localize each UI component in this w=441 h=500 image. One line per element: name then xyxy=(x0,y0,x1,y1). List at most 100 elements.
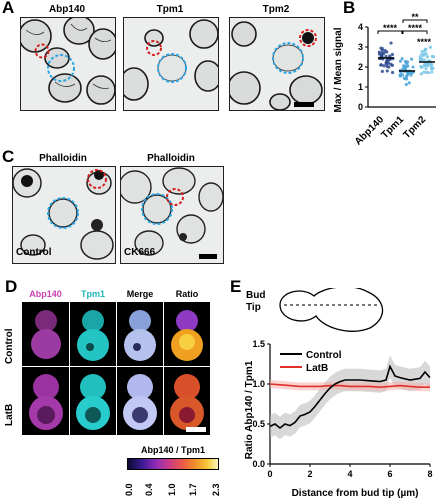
chart-b-point xyxy=(422,63,427,67)
sig-bracket-2 xyxy=(402,30,428,34)
channel-title-ratio: Ratio xyxy=(175,289,199,299)
chart-b-point xyxy=(411,65,415,69)
chart-b-point xyxy=(429,65,434,69)
chart-b-point xyxy=(424,52,428,56)
panel-b-chart: Max / Mean signal 0 1 2 3 4 **** **** ** ***… xyxy=(333,12,436,145)
chart-b-point xyxy=(379,63,383,67)
chart-e-error-band xyxy=(270,355,430,440)
image-latb-ratio xyxy=(164,367,210,435)
chart-b-point xyxy=(379,46,383,50)
chart-b-point xyxy=(421,53,426,58)
sig-3: ** xyxy=(411,12,419,22)
chart-b-ytick-label: 2 xyxy=(358,62,363,72)
chart-b-point xyxy=(390,52,394,57)
yeast-cells-image xyxy=(21,18,115,105)
chart-b-point xyxy=(380,69,384,74)
sig-1: **** xyxy=(383,23,398,33)
condition-label-control: Control xyxy=(16,247,52,258)
image-control-merge xyxy=(117,302,163,366)
chart-b-point xyxy=(401,67,405,71)
micrograph-tpm1 xyxy=(123,17,219,111)
chart-e-xtick-label: 2 xyxy=(307,469,312,479)
chart-e-ytick-label: 1.5 xyxy=(252,339,265,349)
panel-a-title-3: Tpm2 xyxy=(262,4,290,15)
channel-title-merge: Merge xyxy=(126,289,154,299)
chart-b-point xyxy=(377,52,382,56)
chart-e-ytick-label: 0.0 xyxy=(252,459,265,469)
image-control-ratio xyxy=(164,302,210,366)
scale-bar xyxy=(294,102,314,107)
chart-b-point xyxy=(418,58,422,62)
panel-c-title-1: Phalloidin xyxy=(39,153,87,164)
sig-2: **** xyxy=(408,23,423,33)
chart-b-point xyxy=(404,65,408,69)
panel-label-d: D xyxy=(5,277,18,296)
chart-b-point xyxy=(422,70,426,74)
chart-b-point xyxy=(424,70,429,74)
chart-b-ytick-label: 0 xyxy=(358,102,363,112)
cb-tick-5: 2.3 xyxy=(211,483,221,496)
cb-tick-1: 0.0 xyxy=(124,483,134,496)
chart-b-point xyxy=(380,51,384,55)
panel-label-a: A xyxy=(2,0,15,17)
chart-b-point xyxy=(424,66,428,71)
chart-b-point xyxy=(384,59,389,64)
panel-e-chart: Ratio Abp140 / Tpm1 Distance from bud ti… xyxy=(244,339,433,499)
chart-b-point xyxy=(389,41,393,45)
row-label-control: Control xyxy=(4,328,15,364)
chart-e-xlabel: Distance from bud tip (µm) xyxy=(292,488,419,499)
chart-b-point xyxy=(390,70,395,75)
image-control-tpm1 xyxy=(70,302,116,366)
chart-b-point xyxy=(398,59,403,63)
chart-b-point xyxy=(425,55,429,59)
panel-c-title-2: Phalloidin xyxy=(147,153,195,164)
colorbar-ticks: 0.0 0.4 1.0 1.7 2.3 xyxy=(124,483,221,496)
schematic-label-bud: Bud xyxy=(246,290,265,301)
image-latb-tpm1 xyxy=(70,367,116,435)
micrograph-ck666: CK666 xyxy=(120,166,224,264)
panel-label-b: B xyxy=(343,0,356,17)
image-control-abp140 xyxy=(22,302,69,366)
scale-bar xyxy=(199,254,217,259)
chart-b-point xyxy=(404,82,408,87)
colorbar xyxy=(127,458,219,470)
chart-b-point xyxy=(430,63,434,67)
chart-b-point xyxy=(410,57,414,61)
chart-b-point xyxy=(430,70,434,74)
chart-b-point xyxy=(405,73,409,78)
yeast-cells-image xyxy=(13,168,114,260)
row-label-latb: LatB xyxy=(4,403,15,426)
panel-a-title-2: Tpm1 xyxy=(156,4,184,15)
chart-b-point xyxy=(419,64,423,69)
chart-b-point xyxy=(380,54,384,58)
chart-b-point xyxy=(409,73,413,77)
image-latb-abp140 xyxy=(22,367,69,435)
yeast-cells-image xyxy=(230,21,323,110)
micrograph-tpm2 xyxy=(229,17,325,111)
yeast-cells-image xyxy=(124,19,218,101)
b-cat-3: Tpm2 xyxy=(401,114,428,141)
chart-b-point xyxy=(402,76,406,80)
schematic-label-tip: Tip xyxy=(246,302,261,313)
chart-b-point xyxy=(382,64,386,68)
yeast-cells-image xyxy=(121,167,223,256)
chart-b-ytick-label: 1 xyxy=(358,82,363,92)
cb-tick-3: 1.0 xyxy=(167,483,177,496)
bud-schematic: Bud Tip xyxy=(246,288,384,332)
chart-b-point xyxy=(385,69,389,73)
cb-tick-2: 0.4 xyxy=(144,483,154,496)
micrograph-control: Control xyxy=(12,166,116,264)
chart-e-ytick-label: 0.5 xyxy=(252,419,265,429)
condition-label-ck666: CK666 xyxy=(124,247,156,258)
chart-b-point xyxy=(418,55,422,59)
chart-b-point xyxy=(385,50,389,54)
chart-e-series-line xyxy=(269,383,430,389)
sig-4: **** xyxy=(417,37,432,47)
channel-title-tpm1: Tpm1 xyxy=(80,289,105,299)
chart-b-point xyxy=(419,72,423,76)
panel-label-c: C xyxy=(2,147,15,166)
chart-b-point xyxy=(398,74,403,78)
chart-b-point xyxy=(407,81,411,85)
chart-e-legend-label: Control xyxy=(306,350,342,361)
chart-e-ytick-label: 1.0 xyxy=(252,379,265,389)
